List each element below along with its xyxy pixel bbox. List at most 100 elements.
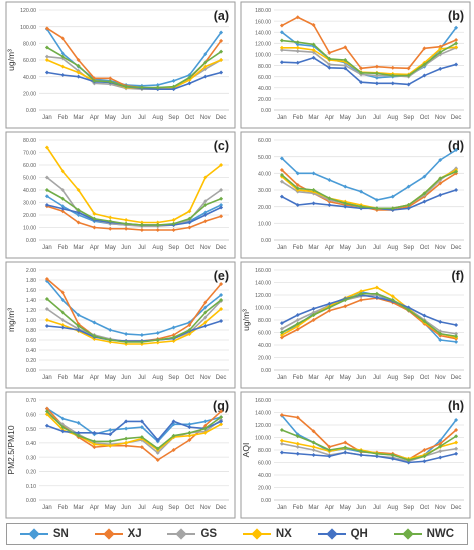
y-tick-label: 20.00: [258, 356, 271, 362]
y-tick-label: 40.00: [23, 75, 36, 81]
data-point: [44, 145, 49, 150]
legend-label-sn: SN: [52, 528, 69, 540]
data-point: [454, 169, 459, 174]
data-point: [219, 58, 224, 62]
data-point: [60, 73, 65, 77]
data-point: [438, 444, 443, 449]
data-point: [124, 436, 129, 441]
data-point: [422, 459, 427, 464]
data-point: [374, 198, 379, 202]
data-point: [438, 50, 443, 55]
series-nwc: [279, 428, 459, 462]
series-nwc: [279, 38, 459, 78]
data-point: [60, 64, 65, 69]
data-point: [76, 420, 81, 425]
data-point: [454, 446, 459, 451]
data-point: [76, 328, 81, 332]
data-point: [60, 188, 65, 192]
data-point: [406, 73, 411, 78]
data-point: [295, 451, 300, 456]
panel-frame: [5, 1, 236, 129]
data-point: [343, 450, 348, 455]
data-point: [422, 199, 427, 204]
data-point: [60, 206, 65, 211]
data-point: [92, 445, 97, 450]
y-tick-label: 160.00: [255, 398, 271, 404]
data-point: [343, 58, 348, 62]
data-point: [390, 456, 395, 461]
data-point: [454, 434, 459, 439]
data-point: [454, 334, 459, 339]
data-point: [203, 219, 208, 224]
data-point: [374, 81, 379, 86]
data-point: [76, 313, 81, 317]
data-point: [60, 323, 65, 327]
data-point: [343, 184, 348, 189]
data-point: [422, 191, 427, 196]
data-point: [124, 218, 129, 222]
x-tick-label: Sep: [403, 375, 414, 381]
data-point: [343, 45, 348, 50]
y-tick-label: 0.00: [261, 368, 271, 374]
data-point: [203, 199, 208, 204]
y-tick-label: 0.00: [26, 368, 36, 374]
data-point: [203, 203, 208, 207]
data-point: [187, 323, 192, 327]
data-point: [279, 30, 284, 35]
data-point: [155, 438, 160, 442]
series-line: [46, 420, 222, 441]
x-tick-label: Nov: [200, 245, 211, 251]
data-point: [187, 332, 192, 336]
x-tick-label: Feb: [293, 245, 304, 251]
series-line: [281, 429, 457, 461]
data-point: [60, 310, 65, 315]
x-tick-label: Nov: [200, 375, 211, 381]
data-point: [422, 454, 427, 459]
panel-label: (h): [448, 399, 464, 413]
x-tick-label: Mar: [308, 505, 318, 511]
data-point: [60, 196, 65, 201]
y-tick-label: 10.00: [258, 222, 271, 228]
data-point: [311, 48, 316, 52]
series-line: [46, 298, 222, 343]
y-tick-label: 20.00: [258, 205, 271, 211]
data-point: [44, 175, 49, 180]
data-point: [44, 324, 49, 328]
data-point: [219, 188, 224, 192]
data-point: [454, 331, 459, 336]
data-point: [295, 318, 300, 322]
data-point: [171, 433, 176, 438]
data-point: [359, 66, 364, 71]
data-point: [44, 203, 49, 207]
x-tick-label: Jul: [138, 505, 146, 511]
data-point: [108, 432, 113, 437]
data-point: [374, 451, 379, 456]
x-tick-label: Dec: [451, 115, 462, 121]
x-tick-label: Jun: [121, 505, 131, 511]
x-tick-label: Nov: [200, 505, 211, 511]
data-point: [203, 52, 208, 57]
x-tick-label: Dec: [216, 505, 227, 511]
x-tick-label: Jul: [138, 375, 146, 381]
y-tick-label: 80.00: [258, 318, 271, 324]
x-tick-label: Sep: [403, 245, 414, 251]
data-point: [295, 186, 300, 191]
data-point: [203, 64, 208, 69]
data-point: [60, 425, 65, 430]
data-point: [374, 64, 379, 69]
x-tick-label: Jun: [121, 375, 131, 381]
x-tick-label: Mar: [308, 115, 318, 121]
data-point: [327, 301, 332, 306]
data-point: [438, 455, 443, 460]
data-point: [454, 323, 459, 327]
data-point: [327, 62, 332, 67]
x-tick-label: Feb: [293, 375, 304, 381]
x-tick-label: Oct: [185, 375, 195, 381]
series-line: [46, 407, 222, 443]
data-point: [279, 48, 284, 52]
data-point: [359, 189, 364, 194]
y-axis-title: ug/m³: [241, 309, 251, 331]
data-point: [454, 38, 459, 42]
data-point: [279, 173, 284, 177]
y-tick-label: 20.00: [258, 97, 271, 103]
